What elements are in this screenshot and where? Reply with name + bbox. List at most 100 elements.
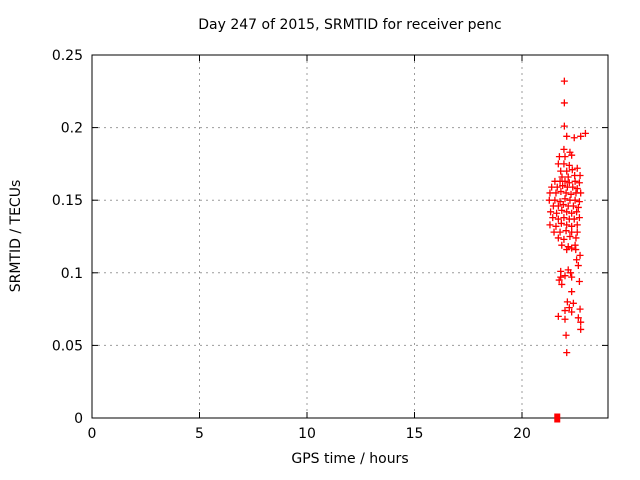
scatter-point-plus <box>577 132 585 140</box>
scatter-point-plus <box>550 228 558 236</box>
scatter-point-plus <box>577 189 585 197</box>
scatter-point-plus <box>564 173 572 181</box>
scatter-point-plus <box>574 203 582 211</box>
scatter-point-plus <box>559 182 567 190</box>
scatter-point-plus <box>561 272 569 280</box>
scatter-point-plus <box>575 214 583 222</box>
scatter-point-plus <box>573 221 581 229</box>
plot-border-rect <box>91 54 609 419</box>
scatter-point-plus <box>563 246 571 254</box>
y-tick-label: 0 <box>74 411 83 427</box>
y-tick-label: 0.15 <box>52 193 83 209</box>
scatter-point-plus <box>575 278 583 286</box>
scatter-point-plus <box>558 173 566 181</box>
scatter-point-plus <box>572 246 580 254</box>
scatter-point-square <box>554 413 561 423</box>
gridlines <box>92 55 608 418</box>
scatter-point-plus <box>573 256 581 264</box>
scatter-point-plus <box>554 202 562 210</box>
data-points <box>545 77 589 423</box>
scatter-point-plus <box>576 172 584 180</box>
x-tick-label: 15 <box>406 426 424 442</box>
scatter-point-plus <box>554 215 562 223</box>
scatter-point-plus <box>567 190 575 198</box>
scatter-point-plus <box>575 198 583 206</box>
y-axis-label: SRMTID / TECUs <box>8 180 24 293</box>
scatter-point-plus <box>554 234 562 242</box>
scatter-point-plus <box>568 166 576 174</box>
scatter-point-plus <box>563 208 571 216</box>
scatter-point-plus <box>576 251 584 259</box>
scatter-point-plus <box>549 214 557 222</box>
scatter-point-plus <box>569 202 577 210</box>
scatter-point-plus <box>554 312 562 320</box>
scatter-point-plus <box>568 288 576 296</box>
scatter-point-plus <box>573 164 581 172</box>
scatter-point-plus <box>568 273 576 281</box>
scatter-point-plus <box>557 219 565 227</box>
scatter-point-plus <box>575 179 583 187</box>
scatter-point-plus <box>560 145 568 153</box>
scatter-point-plus <box>561 153 569 161</box>
scatter-point-plus <box>561 315 569 323</box>
scatter-point-plus <box>567 269 575 277</box>
scatter-point-plus <box>557 187 565 195</box>
scatter-point-plus <box>560 122 568 130</box>
scatter-point-plus <box>561 177 569 185</box>
scatter-point-plus <box>558 206 566 214</box>
scatter-point-plus <box>553 183 561 191</box>
scatter-point-plus <box>565 179 573 187</box>
scatter-point-plus <box>558 280 566 288</box>
scatter-point-plus <box>562 189 570 197</box>
scatter-point-plus <box>574 314 582 322</box>
scatter-point-plus <box>574 262 582 270</box>
scatter-point-plus <box>562 331 570 339</box>
scatter-point-plus <box>560 235 568 243</box>
scatter-point-plus <box>573 185 581 193</box>
scatter-point-plus <box>552 189 560 197</box>
scatter-point-plus <box>577 325 585 333</box>
x-tick-label: 5 <box>195 426 204 442</box>
scatter-point-plus <box>565 161 573 169</box>
scatter-point-plus <box>581 129 589 137</box>
scatter-point-plus <box>571 196 579 204</box>
scatter-point-plus <box>568 244 576 252</box>
x-tick-label: 10 <box>298 426 316 442</box>
scatter-point-plus <box>546 221 554 229</box>
scatter-point-plus <box>568 151 576 159</box>
scatter-point-plus <box>565 304 573 312</box>
scatter-point-plus <box>552 222 560 230</box>
scatter-point-plus <box>563 167 571 175</box>
scatter-point-plus <box>551 196 559 204</box>
x-tick-label: 0 <box>88 426 97 442</box>
scatter-point-plus <box>569 299 577 307</box>
x-tick-label: 20 <box>513 426 531 442</box>
scatter-point-plus <box>569 183 577 191</box>
scatter-point-plus <box>576 305 584 313</box>
scatter-point-plus <box>571 177 579 185</box>
plot-border <box>91 54 609 419</box>
scatter-point-plus <box>555 276 563 284</box>
scatter-point-plus <box>568 308 576 316</box>
scatter-point-plus <box>573 228 581 236</box>
scatter-point-plus <box>557 167 565 175</box>
scatter-point-plus <box>572 234 580 242</box>
y-tick-label: 0.05 <box>52 338 83 354</box>
scatter-point-plus <box>556 228 564 236</box>
x-tick-labels: 0 5 10 15 20 <box>88 426 531 442</box>
scatter-point-plus <box>547 208 555 216</box>
tick-marks <box>91 54 608 419</box>
scatter-point-plus <box>561 195 569 203</box>
scatter-point-plus <box>558 241 566 249</box>
scatter-point-plus <box>562 227 570 235</box>
scatter-point-plus <box>577 318 585 326</box>
y-tick-label: 0.25 <box>52 48 83 64</box>
y-tick-labels: 0 0.05 0.1 0.15 0.2 0.25 <box>52 48 83 427</box>
scatter-point-plus <box>568 209 576 217</box>
scatter-point-plus <box>553 209 561 217</box>
scatter-point-plus <box>566 233 574 240</box>
scatter-point-plus <box>560 99 568 107</box>
scatter-point-plus <box>563 132 571 140</box>
